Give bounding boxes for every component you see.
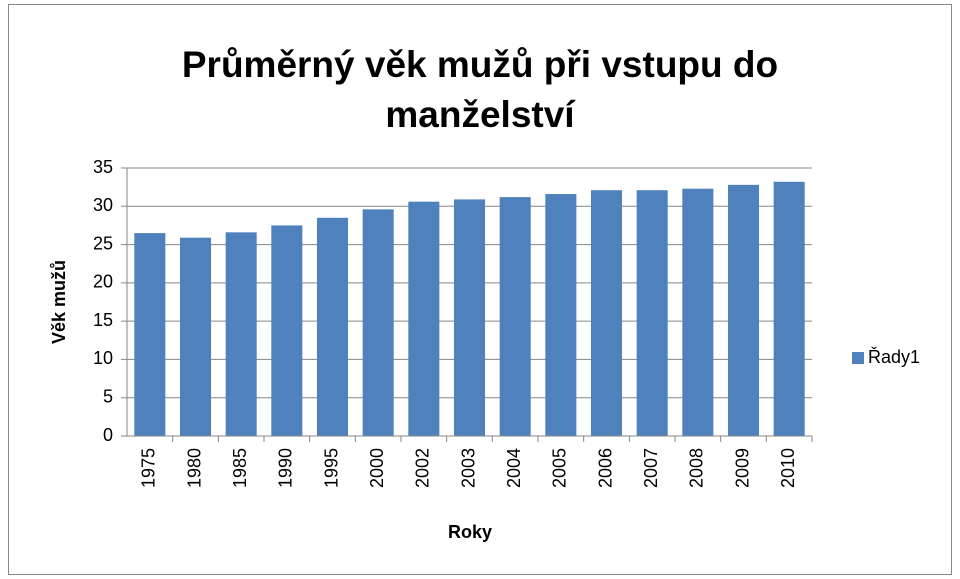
x-tick-label: 2006 [595,448,615,488]
y-tick-label: 0 [103,425,113,445]
x-tick-label: 2009 [732,448,752,488]
y-tick-label: 35 [93,157,113,177]
x-tick-label: 1995 [321,448,341,488]
y-tick-label: 20 [93,272,113,292]
x-axis-title: Roky [448,522,492,542]
bar [545,194,577,436]
x-tick-label: 2003 [458,448,478,488]
y-tick-label: 15 [93,310,113,330]
x-tick-label: 2005 [550,448,570,488]
x-tick-label: 2008 [687,448,707,488]
bar [773,181,805,436]
x-tick-label: 1980 [184,448,204,488]
bar [682,188,714,436]
bar [362,209,394,436]
bar [636,190,668,436]
x-tick-label: 2002 [413,448,433,488]
bar [727,184,760,436]
x-tick-label: 1985 [230,448,250,488]
y-tick-label: 25 [93,233,113,253]
legend-swatch [852,352,864,364]
bar [408,201,440,436]
chart-title: Průměrný věk mužů při vstupu do manželst… [181,44,779,135]
bar [590,190,623,436]
bar [179,237,212,436]
x-tick-label: 2007 [641,448,661,488]
bar [134,233,166,436]
y-tick-label: 5 [103,386,113,406]
y-tick-label: 30 [93,195,113,215]
bar [316,217,349,436]
y-tick-label: 10 [93,348,113,368]
x-tick-label: 2000 [367,448,387,488]
y-axis-title: Věk mužů [49,260,69,344]
x-tick-label: 1975 [139,448,159,488]
x-tick-label: 2004 [504,448,524,488]
x-tick-label: 2010 [778,448,798,488]
legend-label: Řady1 [868,347,920,367]
bar [271,225,303,436]
x-tick-label: 1990 [276,448,296,488]
bar [225,232,257,436]
bar [499,197,531,436]
chart-border [8,4,952,575]
bar [453,199,486,436]
